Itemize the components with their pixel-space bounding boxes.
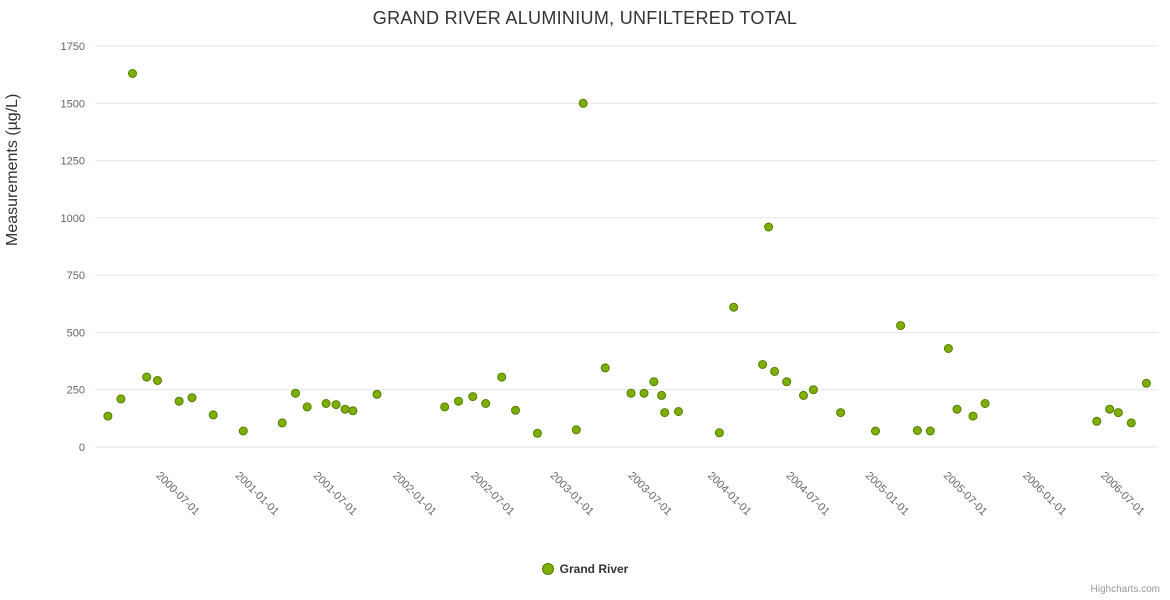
- data-point[interactable]: [532, 428, 542, 438]
- data-point[interactable]: [103, 411, 113, 421]
- data-point[interactable]: [578, 98, 588, 108]
- data-point[interactable]: [764, 222, 774, 232]
- x-axis-tick-label: 2004-07-01: [784, 470, 832, 518]
- x-axis-tick-label: 2001-01-01: [233, 470, 281, 518]
- data-point[interactable]: [440, 402, 450, 412]
- data-point[interactable]: [571, 425, 581, 435]
- data-point[interactable]: [511, 405, 520, 415]
- data-point[interactable]: [497, 372, 507, 382]
- x-axis-tick-label: 2001-07-01: [311, 470, 359, 518]
- data-point[interactable]: [153, 376, 162, 385]
- y-axis-tick-label: 1750: [61, 41, 85, 53]
- data-point[interactable]: [340, 404, 350, 414]
- legend[interactable]: Grand River: [0, 562, 1170, 576]
- data-point[interactable]: [968, 411, 978, 421]
- data-point[interactable]: [808, 385, 818, 395]
- data-point[interactable]: [1126, 418, 1136, 428]
- data-point[interactable]: [277, 418, 287, 428]
- data-point[interactable]: [925, 426, 935, 436]
- data-point[interactable]: [649, 377, 659, 387]
- data-point[interactable]: [770, 366, 780, 376]
- data-point[interactable]: [331, 400, 341, 410]
- data-point[interactable]: [729, 302, 739, 312]
- data-point[interactable]: [302, 402, 312, 412]
- legend-label: Grand River: [559, 562, 629, 576]
- data-point[interactable]: [348, 406, 358, 416]
- data-point[interactable]: [291, 388, 300, 398]
- x-axis-tick-label: 2005-01-01: [863, 470, 911, 518]
- x-axis-tick-label: 2003-07-01: [626, 470, 674, 518]
- data-point[interactable]: [1141, 378, 1151, 388]
- data-point[interactable]: [952, 404, 962, 414]
- x-axis-tick-label: 2003-01-01: [548, 470, 596, 518]
- data-point[interactable]: [481, 399, 491, 408]
- data-point[interactable]: [116, 394, 126, 404]
- x-axis-tick-label: 2002-01-01: [390, 470, 438, 518]
- data-point[interactable]: [1105, 404, 1115, 414]
- data-point[interactable]: [674, 407, 683, 416]
- data-point[interactable]: [980, 399, 990, 408]
- x-axis-tick-label: 2005-07-01: [941, 470, 989, 518]
- data-point[interactable]: [1092, 416, 1102, 426]
- data-point[interactable]: [782, 377, 792, 387]
- data-point[interactable]: [758, 360, 768, 369]
- highcharts-credit[interactable]: Highcharts.com: [1090, 584, 1160, 595]
- x-axis-tick-label: 2002-07-01: [468, 470, 516, 518]
- data-point[interactable]: [714, 428, 724, 438]
- data-point[interactable]: [657, 390, 667, 400]
- data-point[interactable]: [238, 426, 248, 436]
- data-point[interactable]: [799, 390, 808, 400]
- data-point[interactable]: [142, 372, 152, 382]
- data-point[interactable]: [372, 389, 382, 399]
- y-axis-tick-label: 1000: [61, 213, 85, 225]
- x-axis-tick-label: 2006-01-01: [1020, 470, 1068, 518]
- data-point[interactable]: [871, 426, 880, 436]
- data-point[interactable]: [128, 69, 137, 78]
- data-point[interactable]: [321, 399, 331, 408]
- y-axis-tick-label: 1500: [61, 98, 85, 110]
- data-point[interactable]: [454, 396, 463, 406]
- y-axis-tick-label: 1250: [61, 156, 85, 168]
- data-point[interactable]: [174, 396, 184, 406]
- data-point[interactable]: [639, 388, 649, 398]
- data-point[interactable]: [187, 393, 197, 403]
- data-point[interactable]: [208, 410, 218, 420]
- data-point[interactable]: [943, 344, 953, 353]
- x-axis-tick-label: 2006-07-01: [1098, 470, 1146, 518]
- data-point[interactable]: [468, 392, 478, 402]
- chart-title: GRAND RIVER ALUMINIUM, UNFILTERED TOTAL: [372, 8, 798, 28]
- data-point[interactable]: [1113, 408, 1123, 418]
- y-axis-tick-label: 500: [67, 327, 85, 339]
- data-point[interactable]: [600, 363, 610, 373]
- data-point[interactable]: [660, 408, 670, 418]
- data-point[interactable]: [836, 408, 846, 418]
- x-axis-tick-label: 2000-07-01: [153, 470, 201, 518]
- x-axis-tick-label: 2004-01-01: [705, 470, 753, 518]
- data-point[interactable]: [912, 426, 922, 435]
- legend-marker-icon: [541, 563, 554, 575]
- y-axis-tick-label: 0: [79, 442, 85, 454]
- y-axis-tick-label: 750: [67, 270, 85, 282]
- data-point[interactable]: [896, 321, 906, 331]
- y-axis-tick-label: 250: [67, 385, 85, 397]
- data-point[interactable]: [626, 388, 636, 398]
